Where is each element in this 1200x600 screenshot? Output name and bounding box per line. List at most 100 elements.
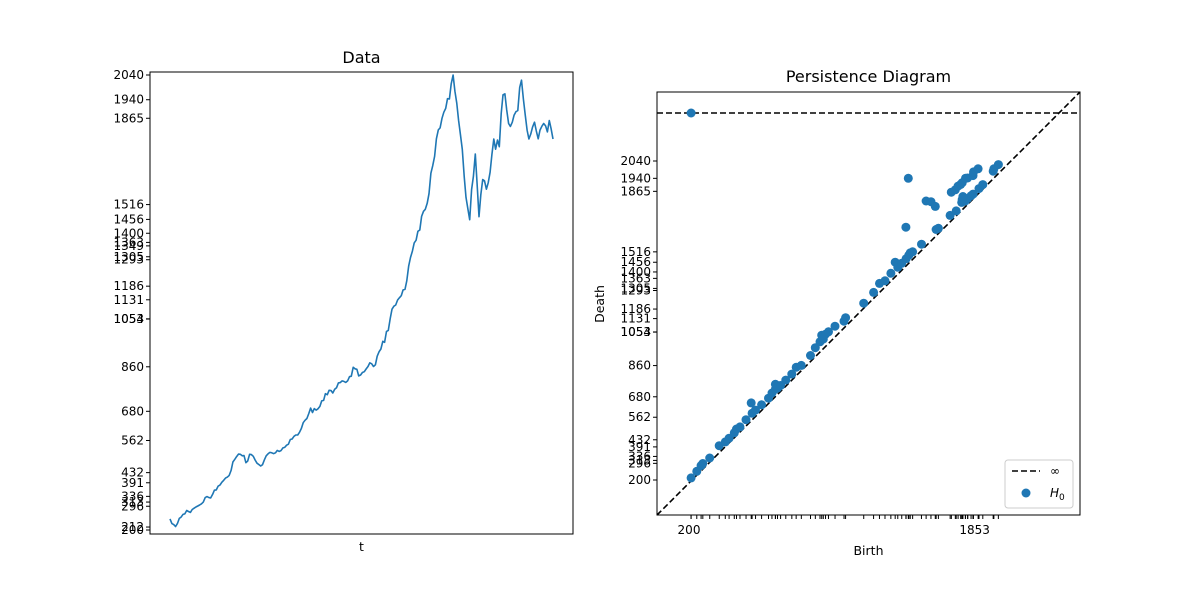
h0-point [781,375,791,385]
plot-frame-persistence [656,91,1081,516]
h0-point [824,327,833,337]
h0-point [751,405,760,415]
y-tick-label: 562 [121,433,144,447]
h0-point [796,360,806,370]
h0-point [787,369,797,379]
y-tick-label: 1400 [113,226,144,240]
y-tick-label: 1305 [113,250,144,264]
y-tick-label: 1131 [620,312,651,326]
y-tick-label: 296 [121,499,144,513]
chart-title-persistence: Persistence Diagram [786,67,951,86]
y-tick-label: 200 [628,473,651,487]
h0-point [880,276,890,286]
y-tick-label: 1131 [113,293,144,307]
y-tick-label: 1400 [620,265,651,279]
y-tick-label: 860 [628,359,651,373]
y-tick-label: 1865 [620,184,651,198]
y-tick-label: 2040 [620,154,651,168]
y-tick-label: 212 [121,520,144,534]
x-axis-label-data: t [359,539,364,554]
y-tick-label: 336 [121,489,144,503]
y-tick-label: 313 [628,453,651,467]
h0-point [951,206,961,216]
y-tick-label: 1456 [620,255,651,269]
h0-point [806,351,815,360]
y-tick-label: 432 [628,433,651,447]
y-tick-label: 680 [121,404,144,418]
y-tick-label: 1053 [113,312,144,326]
x-tick-label: 1853 [959,523,990,537]
y-tick-label: 313 [121,495,144,509]
legend-h0-swatch [1021,488,1031,498]
h0-point [978,180,988,190]
h0-point [903,173,913,183]
h0-point [917,239,926,249]
y-tick-label: 562 [628,410,651,424]
y-axis-ticks-persistence: 2002963133363914325626808601053105411311… [620,154,657,487]
diagonal-line [656,91,1081,516]
h0-point [933,223,943,233]
y-tick-label: 1186 [113,279,144,293]
legend: ∞ H0 [1004,459,1074,509]
y-tick-label: 1865 [113,111,144,125]
y-tick-label: 2040 [113,68,144,82]
y-tick-label: 391 [628,440,651,454]
h0-point [958,192,968,201]
h0-point [859,298,869,308]
legend-box [1004,459,1074,509]
y-tick-label: 200 [121,523,144,537]
y-tick-label: 391 [121,476,144,490]
y-tick-label: 432 [121,466,144,480]
h0-point [757,400,767,410]
y-tick-label: 1186 [620,302,651,316]
chart-title-data: Data [342,48,380,67]
h0-point [686,473,696,483]
h0-point [973,164,983,174]
h0-point [961,173,970,183]
y-tick-label: 1293 [113,253,144,267]
h0-point [705,453,715,463]
y-tick-label: 1293 [620,284,651,298]
h0-point [746,398,756,408]
y-axis-label-persistence: Death [592,285,607,323]
h0-point [830,321,840,331]
y-tick-label: 1516 [113,198,144,212]
h0-point [686,108,696,118]
y-tick-label: 1456 [113,212,144,226]
y-tick-label: 1305 [620,281,651,295]
chart-data-panel: Data 20021229631333639143256268086010531… [113,48,574,554]
h0-point [908,247,918,257]
y-tick-label: 336 [628,449,651,463]
x-axis-ticks-persistence: 200 1853 [678,515,999,537]
y-tick-label: 1349 [113,239,144,253]
h0-point [886,268,896,278]
h0-point [968,189,978,199]
legend-infinity-label: ∞ [1050,464,1060,478]
h0-points [686,108,1003,483]
y-tick-label: 1363 [113,235,144,249]
y-tick-label: 1054 [113,312,144,326]
legend-h0-label: H0 [1050,486,1065,503]
y-tick-label: 1940 [620,171,651,185]
h0-point [993,160,1003,170]
legend-h0-name: H [1050,486,1059,500]
plot-frame-data [149,71,574,535]
x-axis-label-persistence: Birth [853,543,883,558]
y-tick-label: 1363 [620,271,651,285]
h0-point [869,287,879,297]
h0-point [735,422,745,432]
h0-point [698,459,708,468]
y-tick-label: 1054 [620,325,651,339]
h0-point [901,222,911,232]
data-series-line [169,74,554,528]
y-tick-label: 1940 [113,93,144,107]
h0-point [741,415,751,425]
h0-point [841,313,851,323]
y-tick-label: 680 [628,390,651,404]
y-tick-label: 860 [121,360,144,374]
legend-h0-subscript: 0 [1059,493,1065,503]
y-tick-label: 1516 [620,245,651,259]
